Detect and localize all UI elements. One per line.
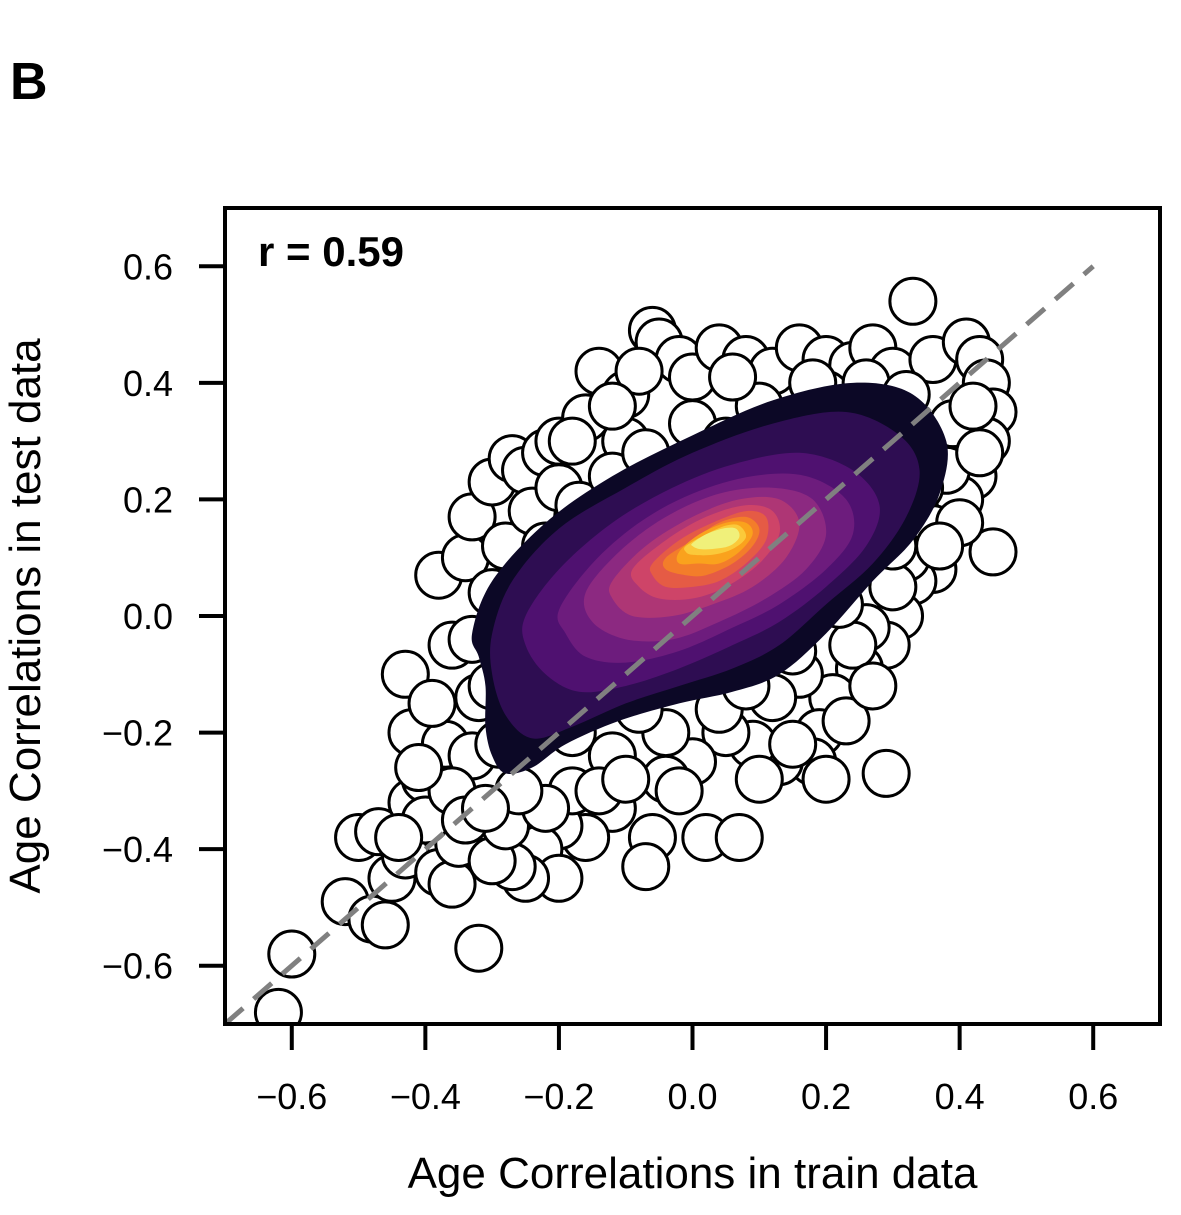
scatter-point	[714, 812, 764, 862]
y-tick-label: 0.4	[123, 363, 173, 404]
scatter-point	[968, 527, 1018, 577]
y-tick-label: 0.0	[123, 596, 173, 637]
scatter-point	[454, 923, 504, 973]
x-tick-label: −0.4	[390, 1076, 461, 1117]
scatter-point	[654, 766, 704, 816]
scatter-point	[601, 754, 651, 804]
x-tick-label: 0.4	[935, 1076, 985, 1117]
x-tick-label: 0.2	[801, 1076, 851, 1117]
density-level-12	[691, 527, 740, 550]
scatter-point	[801, 754, 851, 804]
scatter-point	[915, 521, 965, 571]
scatter-point	[460, 783, 510, 833]
scatter-point	[708, 352, 758, 402]
scatter-point	[427, 859, 477, 909]
scatter-point	[768, 719, 818, 769]
y-tick-label: 0.6	[123, 246, 173, 287]
scatter-point	[587, 381, 637, 431]
y-tick-label: −0.4	[102, 829, 173, 870]
scatter-point	[828, 620, 878, 670]
panel-label: B	[10, 53, 48, 111]
density-contours-top	[471, 382, 948, 774]
scatter-point	[253, 987, 303, 1024]
x-axis-label: Age Correlations in train data	[408, 1149, 978, 1198]
y-axis-label: Age Correlations in test data	[1, 338, 50, 894]
scatter-point	[861, 748, 911, 798]
correlation-annotation: r = 0.59	[258, 228, 404, 275]
y-tick-label: −0.2	[102, 713, 173, 754]
scatter-point	[821, 696, 871, 746]
scatter-point	[848, 661, 898, 711]
scatter-point	[734, 754, 784, 804]
scatter-point	[948, 381, 998, 431]
scatter-point	[360, 900, 410, 950]
scatter-point	[888, 276, 938, 326]
y-tick-label: 0.2	[123, 479, 173, 520]
y-tick-label: −0.6	[102, 946, 173, 987]
scatter-point	[394, 743, 444, 793]
scatter-point	[267, 929, 317, 979]
reference-diagonal-line	[225, 264, 1095, 1024]
scatter-point	[614, 346, 664, 396]
x-tick-label: 0.0	[667, 1076, 717, 1117]
scatter-point	[407, 678, 457, 728]
y-axis: −0.6 −0.4 −0.2 0.0 0.2 0.4 0.6	[102, 246, 225, 987]
x-tick-label: 0.6	[1068, 1076, 1118, 1117]
scatter-point	[547, 416, 597, 466]
x-tick-label: −0.6	[256, 1076, 327, 1117]
scatter-point	[955, 428, 1005, 478]
x-tick-label: −0.2	[523, 1076, 594, 1117]
scatter-point	[621, 842, 671, 892]
scatter-point	[374, 812, 424, 862]
x-axis: −0.6 −0.4 −0.2 0.0 0.2 0.4 0.6	[256, 1024, 1118, 1117]
